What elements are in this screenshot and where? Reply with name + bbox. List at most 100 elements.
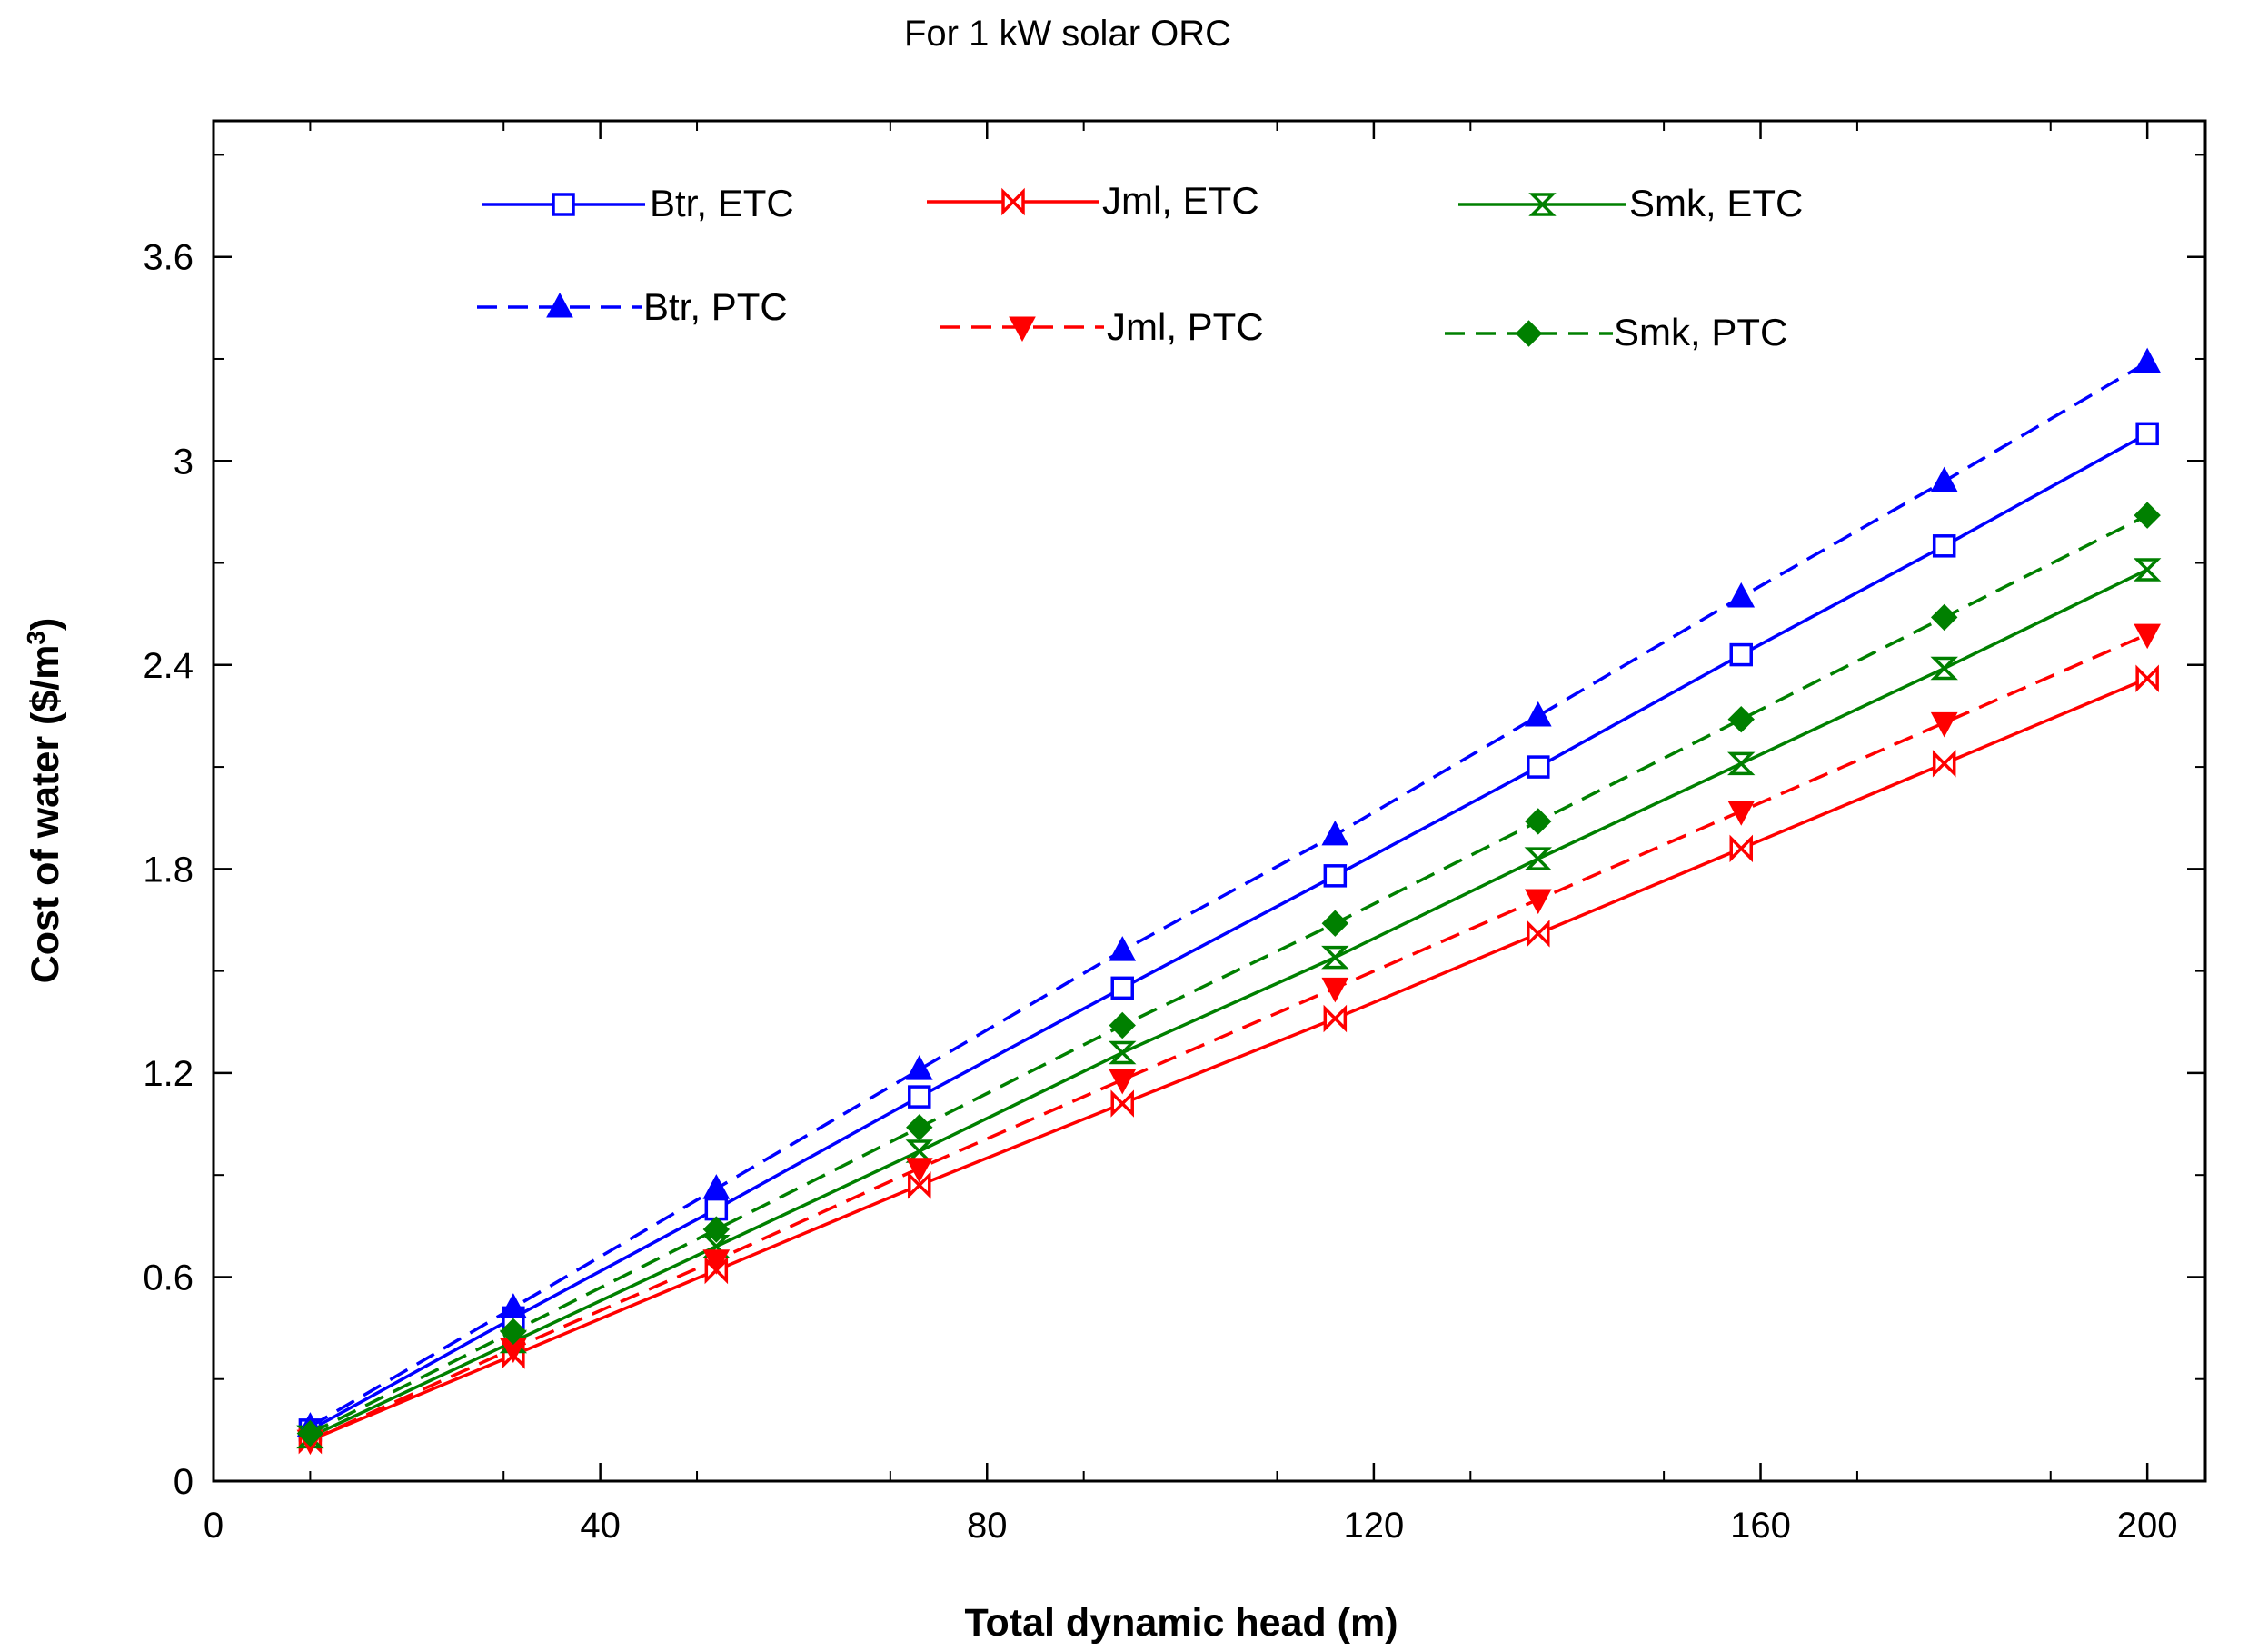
point-marker (1321, 945, 1349, 970)
point-marker (1524, 889, 1552, 915)
point-marker (2135, 664, 2159, 692)
x-tick-label: 160 (1730, 1506, 1791, 1546)
point-marker (1727, 751, 1756, 776)
y-tick-label: 1.8 (143, 850, 194, 890)
point-marker (1729, 642, 1753, 667)
y-tick-label: 3.6 (143, 238, 194, 278)
legend-label: Smk, ETC (1629, 182, 1803, 224)
point-marker (704, 1197, 729, 1221)
point-marker (2134, 502, 2161, 529)
legend-label: Smk, PTC (1614, 311, 1787, 353)
series-smk-ptc (296, 502, 2161, 1447)
point-marker (1110, 976, 1134, 1000)
series-jml-ptc (296, 623, 2161, 1456)
point-marker (1323, 864, 1348, 888)
series-btr-etc (298, 422, 2159, 1442)
point-marker (1727, 801, 1756, 826)
point-marker (1729, 834, 1753, 863)
point-marker (1930, 656, 1958, 681)
legend-item: Jml, PTC (940, 305, 1264, 348)
point-marker (1727, 705, 1755, 733)
y-axis-title-sup: 3 (22, 631, 50, 645)
series-smk-etc (296, 558, 2162, 1449)
series-line (309, 361, 2149, 1428)
point-marker (1932, 750, 1956, 778)
y-axis-title: Cost of water ($/m3) (22, 618, 68, 984)
series-layer (296, 347, 2162, 1456)
series-jml-etc (298, 664, 2159, 1455)
point-marker (1528, 193, 1557, 216)
point-marker (2134, 623, 2161, 650)
legend-item: Btr, ETC (482, 182, 794, 224)
point-marker (296, 1419, 324, 1447)
series-btr-ptc (296, 347, 2161, 1437)
point-marker (1524, 701, 1552, 727)
y-axis-title-base: Cost of water ($/m (24, 645, 67, 984)
point-marker (702, 1249, 731, 1275)
point-marker (500, 1318, 527, 1346)
series-line (309, 632, 2148, 1442)
point-marker (906, 1114, 933, 1141)
point-marker (1527, 920, 1550, 948)
point-marker (1932, 534, 1956, 558)
legend-label: Jml, ETC (1102, 179, 1259, 222)
plot-frame (212, 119, 2207, 1483)
point-marker (908, 1085, 931, 1109)
point-marker (702, 1174, 731, 1199)
point-marker (1321, 977, 1349, 1003)
y-tick-label: 0.6 (143, 1258, 194, 1298)
x-tick-label: 120 (1344, 1506, 1405, 1546)
axis-ticks: 0 40 80 120 160 200 0 0.6 1.2 1.8 2.4 3 3.6 (143, 121, 2205, 1546)
y-axis-title-end: ) (24, 618, 67, 631)
legend-item: Jml, ETC (927, 179, 1259, 222)
point-marker (1001, 187, 1025, 216)
series-line (309, 568, 2148, 1438)
y-tick-label: 3 (174, 442, 194, 482)
point-marker (1930, 603, 1958, 632)
legend-item: Smk, ETC (1458, 182, 1803, 224)
point-marker (1930, 466, 1958, 492)
legend: Btr, ETC Jml, ETC Smk, ETC Btr, PTC Jml, PTC… (477, 179, 1803, 353)
legend-item: Smk, PTC (1445, 311, 1787, 353)
point-marker (908, 1171, 931, 1199)
point-marker (1109, 1069, 1137, 1095)
legend-item: Btr, PTC (477, 285, 788, 328)
point-marker (1009, 316, 1036, 343)
point-marker (2134, 347, 2161, 373)
point-marker (546, 292, 573, 318)
series-line (309, 432, 2149, 1432)
point-marker (1109, 1011, 1136, 1039)
point-marker (704, 1256, 729, 1285)
series-line (309, 677, 2148, 1442)
legend-label: Btr, ETC (650, 182, 794, 224)
x-axis-title: Total dynamic head (m) (964, 1601, 1398, 1645)
point-marker (552, 193, 575, 216)
series-line (309, 513, 2148, 1436)
point-marker (2135, 422, 2159, 446)
point-marker (1109, 1040, 1137, 1065)
point-marker (1110, 1089, 1134, 1118)
point-marker (702, 1216, 731, 1243)
point-marker (1525, 808, 1552, 835)
y-tick-label: 2.4 (143, 646, 194, 686)
point-marker (905, 1055, 933, 1080)
point-marker (1930, 711, 1958, 738)
y-tick-label: 1.2 (143, 1054, 194, 1094)
x-tick-label: 80 (967, 1506, 1008, 1546)
point-marker (905, 1158, 933, 1183)
point-marker (1109, 936, 1137, 961)
point-marker (1515, 320, 1543, 347)
y-tick-label: 0 (174, 1462, 194, 1502)
chart-title: For 1 kW solar ORC (904, 14, 1231, 54)
x-tick-label: 200 (2117, 1506, 2178, 1546)
legend-label: Btr, PTC (643, 285, 788, 328)
point-marker (2133, 558, 2162, 582)
point-marker (500, 1293, 527, 1318)
point-marker (1323, 1004, 1348, 1033)
x-tick-label: 0 (204, 1506, 224, 1546)
point-marker (1527, 755, 1550, 779)
legend-label: Jml, PTC (1107, 305, 1264, 348)
point-marker (1321, 910, 1349, 937)
point-marker (1321, 820, 1349, 846)
